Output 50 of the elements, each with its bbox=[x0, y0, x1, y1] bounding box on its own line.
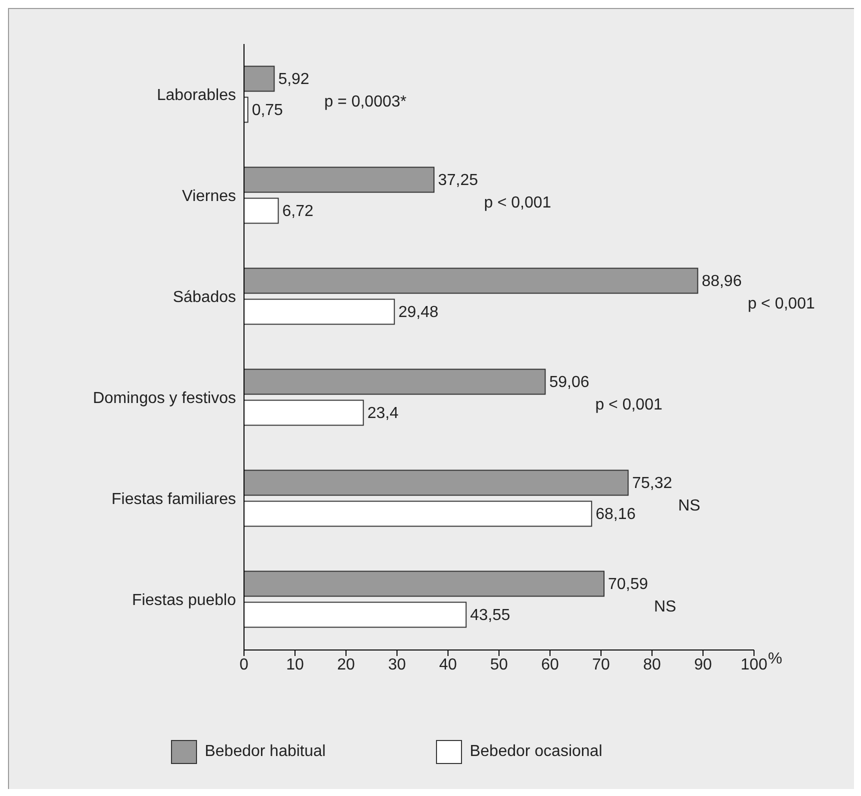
x-tick-label: 80 bbox=[643, 656, 661, 674]
annotation: NS bbox=[654, 598, 676, 616]
annotation: NS bbox=[678, 498, 700, 514]
bar bbox=[244, 570, 605, 597]
y-tick-label: Fiestas familiares bbox=[112, 491, 236, 508]
bar bbox=[244, 470, 629, 496]
annotation: p < 0,001 bbox=[595, 396, 662, 414]
annotation: p < 0,001 bbox=[748, 296, 815, 312]
y-tick-label: Sábados bbox=[172, 289, 236, 306]
x-tick-label: 0 bbox=[240, 656, 249, 674]
x-tick-label: 60 bbox=[541, 656, 559, 674]
bar bbox=[244, 298, 395, 325]
data-label: 59,06 bbox=[549, 374, 590, 391]
annotation: p = 0,0003* bbox=[324, 94, 406, 110]
y-tick-label: Laborables bbox=[156, 87, 236, 104]
data-label: 70,59 bbox=[608, 576, 648, 593]
x-tick-label: 40 bbox=[439, 656, 457, 674]
bar bbox=[244, 66, 275, 92]
annotation: p < 0,001 bbox=[484, 194, 552, 212]
bar bbox=[244, 268, 698, 294]
x-tick-label: 100 bbox=[740, 656, 768, 674]
bar bbox=[244, 500, 592, 527]
x-tick-label: 70 bbox=[592, 656, 610, 674]
data-label: 37,25 bbox=[438, 172, 478, 189]
x-tick-label: 90 bbox=[694, 656, 712, 674]
data-label: 75,32 bbox=[632, 474, 672, 492]
legend-label: Bebedor habitual bbox=[204, 743, 326, 761]
bar bbox=[244, 602, 467, 628]
data-label: 68,16 bbox=[596, 506, 636, 523]
y-tick-label: Fiestas pueblo bbox=[132, 592, 236, 610]
bar bbox=[244, 198, 279, 224]
data-label: 88,96 bbox=[702, 272, 742, 290]
legend-label: Bebedor ocasional bbox=[470, 743, 602, 761]
data-label: 6,72 bbox=[282, 202, 314, 220]
x-tick-label: 10 bbox=[286, 656, 304, 674]
data-label: 29,48 bbox=[398, 304, 438, 321]
x-tick-label: 30 bbox=[388, 656, 406, 674]
x-tick-label: 20 bbox=[337, 656, 355, 674]
x-axis-title: % bbox=[768, 650, 782, 668]
data-label: 23,4 bbox=[367, 404, 399, 422]
bar bbox=[244, 166, 434, 193]
x-tick-label: 50 bbox=[490, 656, 508, 674]
bar bbox=[244, 96, 248, 123]
data-label: 0,75 bbox=[252, 102, 284, 119]
data-label: 43,55 bbox=[470, 606, 510, 624]
y-tick-label: Domingos y festivos bbox=[92, 390, 236, 408]
bar bbox=[244, 368, 546, 395]
y-tick-label: Viernes bbox=[182, 188, 236, 206]
data-label: 5,92 bbox=[278, 70, 310, 88]
bar bbox=[244, 400, 364, 426]
